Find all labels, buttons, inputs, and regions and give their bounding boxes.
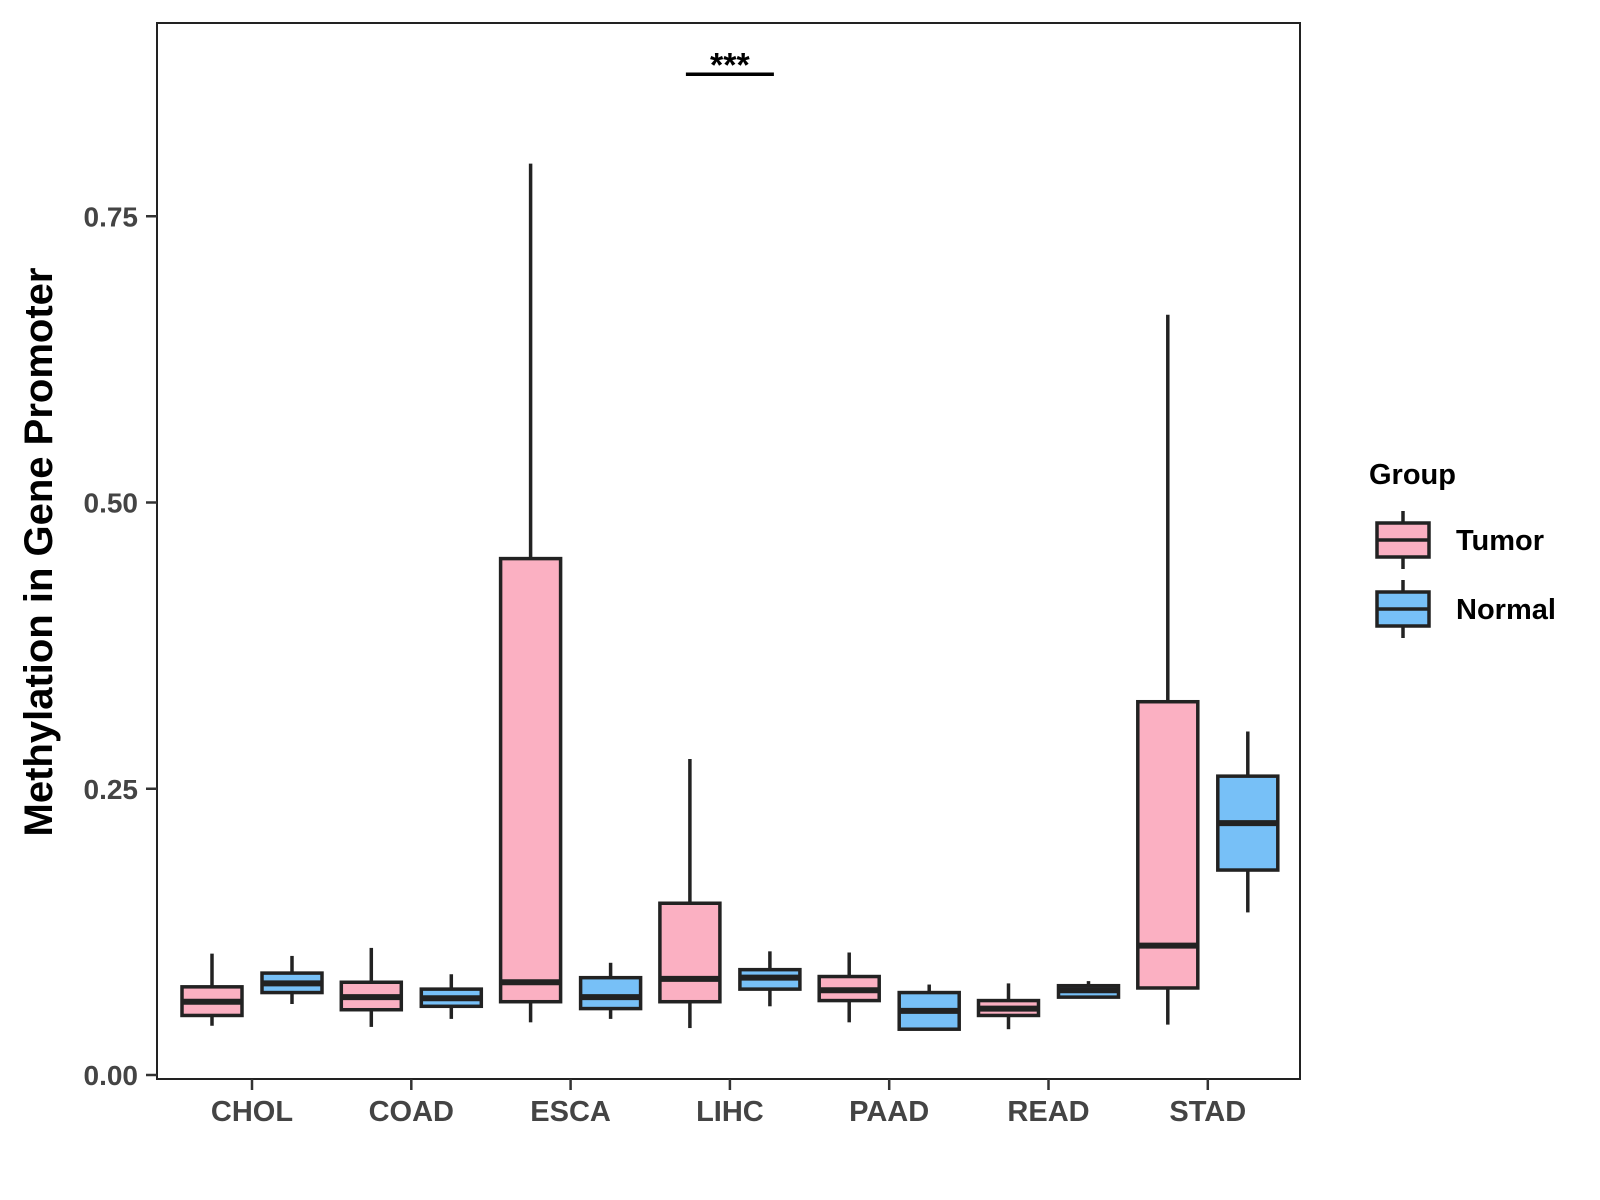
box-iqr [498,556,563,1004]
y-axis-title: Methylation in Gene Promoter [17,268,61,837]
legend: Group Tumor Normal [1369,459,1556,638]
box-normal-read [1056,981,1121,999]
y-tick-label-0: 0.00 [84,1060,139,1091]
x-tick-label-paad: PAAD [849,1096,929,1128]
box-tumor-lihc [658,758,722,1029]
legend-title: Group [1369,459,1456,491]
x-tick-label-chol: CHOL [211,1096,293,1128]
y-axis: 0.00 0.25 0.50 0.75 [84,201,157,1091]
box-tumor-read [976,983,1041,1030]
x-tick-label-coad: COAD [369,1096,454,1128]
box-tumor-paad [817,952,881,1023]
x-tick-label-stad: STAD [1169,1096,1246,1128]
x-axis: CHOL COAD ESCA LIHC PAAD READ STAD [211,1079,1246,1128]
plot-panel [156,22,1301,1080]
significance-label-0: *** [710,46,750,84]
legend-item-normal: Normal [1375,580,1556,638]
legend-label-normal: Normal [1456,594,1556,626]
box-iqr [658,901,722,1004]
box-series [180,163,1280,1031]
box-normal-esca [578,962,643,1019]
box-normal-stad [1216,731,1280,913]
box-normal-coad [419,974,484,1019]
significance-annotations: *** [685,46,774,84]
legend-label-tumor: Tumor [1456,525,1544,557]
y-tick-label-3: 0.75 [84,201,139,232]
box-normal-lihc [738,951,802,1007]
y-tick-label-1: 0.25 [84,774,139,805]
box-tumor-chol [180,953,244,1026]
box-iqr [1136,699,1200,990]
box-iqr [578,975,643,1011]
x-tick-label-lihc: LIHC [696,1096,764,1128]
box-tumor-coad [339,947,404,1027]
box-tumor-esca [498,163,563,1023]
x-tick-label-esca: ESCA [530,1096,611,1128]
x-tick-label-read: READ [1007,1096,1089,1128]
box-normal-paad [897,984,961,1031]
y-tick-label-2: 0.50 [84,488,139,519]
box-tumor-stad [1136,314,1200,1025]
legend-item-tumor: Tumor [1375,511,1544,569]
box-normal-chol [260,955,324,1005]
